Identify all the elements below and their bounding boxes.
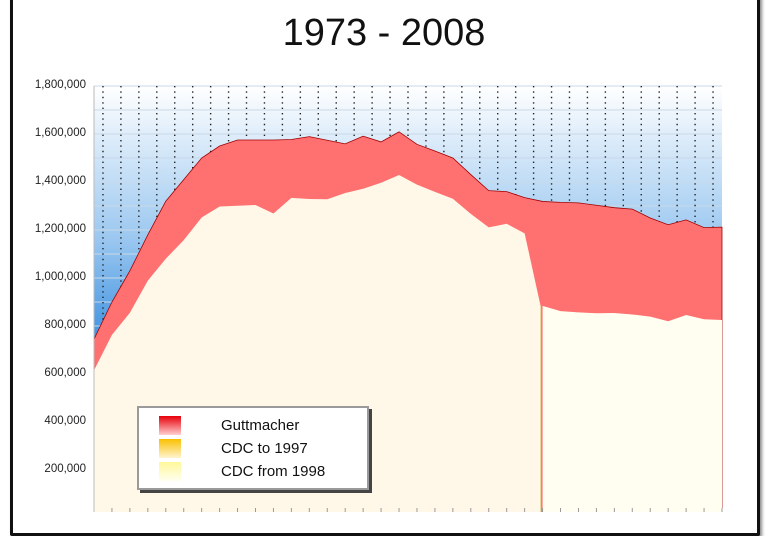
y-tick-label: 1,400,000: [34, 175, 86, 187]
legend: Guttmacher CDC to 1997 CDC from 1998: [137, 406, 369, 490]
legend-swatch-red: [159, 415, 181, 435]
area-cdc-from-1998: [542, 305, 722, 512]
legend-swatch-yellow: [159, 461, 181, 481]
legend-item-guttmacher: Guttmacher: [159, 414, 299, 436]
plot-area: [93, 85, 723, 512]
legend-label: CDC from 1998: [221, 462, 326, 480]
y-tick-label: 800,000: [44, 319, 86, 331]
y-tick-label: 1,800,000: [34, 79, 86, 91]
y-tick-label: 200,000: [44, 463, 86, 475]
y-tick-label: 1,200,000: [34, 223, 86, 235]
area-series: [93, 131, 723, 512]
y-tick-label: 400,000: [44, 415, 86, 427]
legend-item-cdc-from-1998: CDC from 1998: [159, 460, 325, 482]
y-tick-label: 1,600,000: [34, 127, 86, 139]
y-tick-label: 1,000,000: [34, 271, 86, 283]
y-tick-label: 600,000: [44, 367, 86, 379]
x-axis-ticks: [93, 86, 723, 512]
legend-label: Guttmacher: [221, 416, 300, 434]
chart-title: 1973 - 2008: [282, 12, 486, 54]
legend-label: CDC to 1997: [221, 439, 308, 457]
legend-swatch-orange: [159, 438, 181, 458]
legend-item-cdc-to-1997: CDC to 1997: [159, 437, 308, 459]
